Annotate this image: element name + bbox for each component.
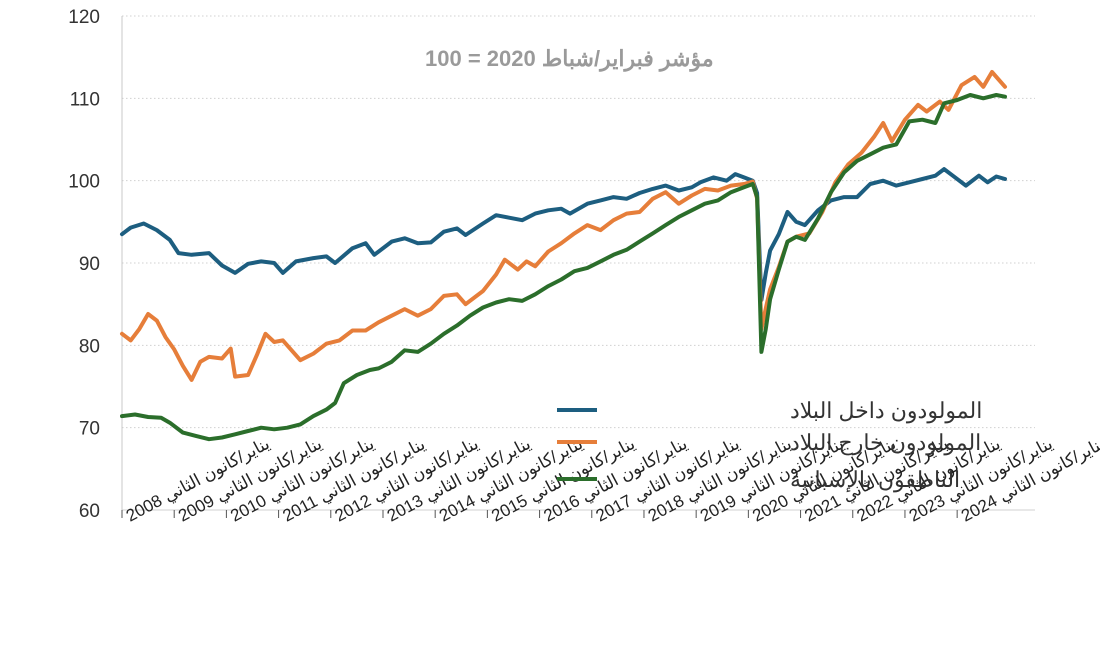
y-tick-label: 70 <box>79 419 100 440</box>
legend-label: المولودون داخل البلاد <box>790 398 982 424</box>
y-tick-label: 120 <box>68 7 100 28</box>
y-tick-label: 90 <box>79 254 100 275</box>
legend-label: المولودون خارج البلاد <box>790 430 981 456</box>
y-tick-label: 60 <box>79 501 100 522</box>
y-tick-label: 80 <box>79 336 100 357</box>
series-lines <box>120 70 1007 442</box>
legend: المولودون داخل البلاد المولودون خارج البل… <box>557 398 982 493</box>
series-line-1 <box>120 167 1007 303</box>
series-line-3 <box>120 93 1007 442</box>
y-axis-tick-labels: 60 70 80 90 100 110 120 <box>68 7 100 522</box>
series-line-2 <box>120 70 1007 382</box>
chart-subtitle: مؤشر فبراير/شباط 2020 = 100 <box>425 46 714 72</box>
y-tick-label: 110 <box>70 89 100 110</box>
legend-label: الناطقون بالإسبانية <box>790 467 960 493</box>
y-tick-label: 100 <box>68 172 100 193</box>
